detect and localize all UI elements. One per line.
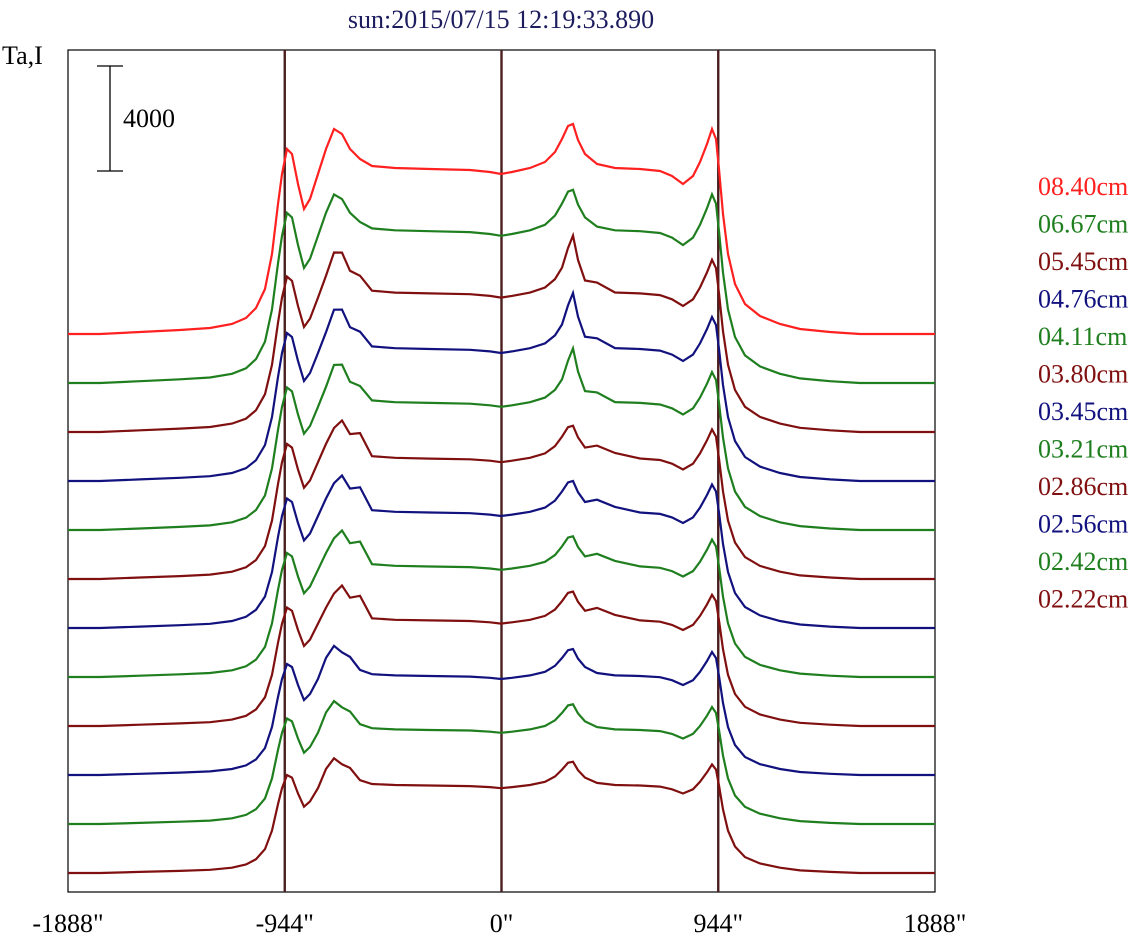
legend-entry: 03.45cm [1038,397,1128,426]
x-tick-label: 0" [490,909,514,938]
y-axis-label: Ta,I [2,41,43,70]
series-line-08.40cm [68,122,935,336]
legend-entry: 05.45cm [1038,247,1128,276]
legend-entry: 04.11cm [1038,322,1127,351]
series-line-06.67cm [68,188,935,385]
legend-entry: 03.80cm [1038,360,1128,389]
series-line-02.56cm [68,644,935,777]
x-tick-label: 1888" [904,909,967,938]
legend-entry: 08.40cm [1038,172,1128,201]
series-line-03.21cm [68,528,935,679]
x-tick-label: 944" [693,909,743,938]
scale-bar: 4000 [97,65,175,172]
legend-entry: 02.22cm [1038,585,1128,614]
series-line-02.86cm [68,583,935,728]
legend-entry: 04.76cm [1038,285,1128,314]
legend-entry: 02.56cm [1038,510,1128,539]
legend-entry: 06.67cm [1038,210,1128,239]
vertical-markers [283,50,720,892]
legend-entry: 02.86cm [1038,472,1128,501]
legend-entry: 03.21cm [1038,435,1128,464]
series-line-02.42cm [68,699,935,826]
series-line-03.45cm [68,473,935,630]
series-line-02.22cm [68,756,935,875]
chart-title: sun:2015/07/15 12:19:33.890 [348,5,654,34]
series-lines [68,122,935,875]
series-line-04.76cm [68,289,935,483]
series-line-05.45cm [68,231,935,434]
legend: 08.40cm 06.67cm 05.45cm 04.76cm 04.11cm 03.80… [1038,172,1128,614]
scale-bar-label: 4000 [123,104,175,133]
series-line-03.80cm [68,418,935,581]
x-tick-label: -1888" [32,909,103,938]
series-line-04.11cm [68,344,935,532]
x-tick-label: -944" [256,909,314,938]
legend-entry: 02.42cm [1038,547,1128,576]
x-tick-labels: -1888" -944" 0" 944" 1888" [32,909,966,938]
